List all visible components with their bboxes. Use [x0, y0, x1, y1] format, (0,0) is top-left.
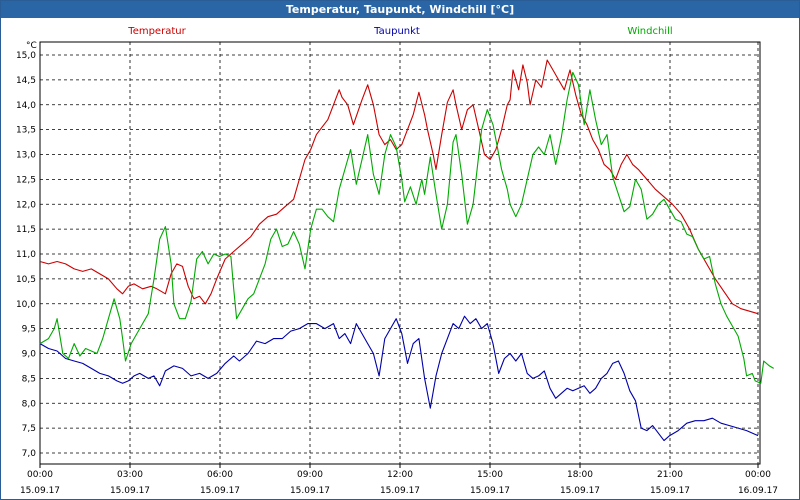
series-line-temperatur: [39, 59, 759, 315]
legend-entry-taupunkt: Taupunkt: [373, 26, 420, 37]
x-tick-date: 15.09.17: [470, 486, 510, 496]
series-line-taupunkt: [39, 315, 759, 442]
y-tick-label: 10,0: [16, 300, 36, 310]
y-tick-label: 8,5: [22, 374, 36, 384]
y-tick-label: 14,0: [16, 101, 36, 111]
x-tick-time: 15:00: [477, 470, 503, 480]
y-tick-label: 15,0: [16, 51, 36, 61]
y-tick-label: 8,0: [22, 399, 37, 409]
x-tick-time: 12:00: [387, 470, 413, 480]
x-tick-date: 16.09.17: [738, 486, 778, 496]
x-tick-date: 15.09.17: [20, 486, 60, 496]
x-tick-time: 03:00: [117, 470, 143, 480]
y-axis: 7,0 7,5 8,0 8,5 9,0 9,5 10,0 10,5 11,0 11,5 12,0 12…: [16, 41, 37, 459]
y-tick-label: 12,5: [16, 175, 36, 185]
y-tick-label: 14,5: [16, 76, 36, 86]
x-tick-time: 21:00: [657, 470, 683, 480]
y-unit-label: °C: [26, 41, 37, 51]
y-tick-label: 9,5: [22, 325, 36, 335]
series-line-windchill: [39, 71, 774, 384]
x-tick-time: 00:00: [27, 470, 53, 480]
series-group: [39, 59, 774, 442]
grid: [39, 42, 760, 464]
y-tick-label: 12,0: [16, 200, 36, 210]
legend-entry-windchill: Windchill: [627, 26, 672, 37]
x-tick-date: 15.09.17: [200, 486, 240, 496]
x-tick-time: 06:00: [207, 470, 233, 480]
x-tick-time: 09:00: [297, 470, 323, 480]
legend-entry-temperatur: Temperatur: [127, 26, 186, 37]
y-tick-label: 13,0: [16, 151, 36, 161]
x-tick-date: 15.09.17: [110, 486, 150, 496]
x-tick-date: 15.09.17: [380, 486, 420, 496]
y-tick-label: 10,5: [16, 275, 36, 285]
y-tick-label: 11,5: [16, 225, 36, 235]
legend: Temperatur Taupunkt Windchill: [127, 26, 672, 37]
x-tick-time: 00:00: [745, 470, 771, 480]
y-tick-label: 7,0: [22, 449, 37, 459]
y-tick-label: 13,5: [16, 126, 36, 136]
window-title: Temperatur, Taupunkt, Windchill [°C]: [1, 1, 799, 18]
x-axis: 00:00 15.09.17 03:00 15.09.17 06:00 15.09.17 0…: [20, 464, 778, 496]
y-tick-label: 7,5: [22, 424, 36, 434]
x-tick-date: 15.09.17: [560, 486, 600, 496]
x-tick-time: 18:00: [567, 470, 593, 480]
x-tick-date: 15.09.17: [290, 486, 330, 496]
x-tick-date: 15.09.17: [650, 486, 690, 496]
y-tick-label: 9,0: [22, 350, 37, 360]
y-tick-label: 11,0: [16, 250, 36, 260]
